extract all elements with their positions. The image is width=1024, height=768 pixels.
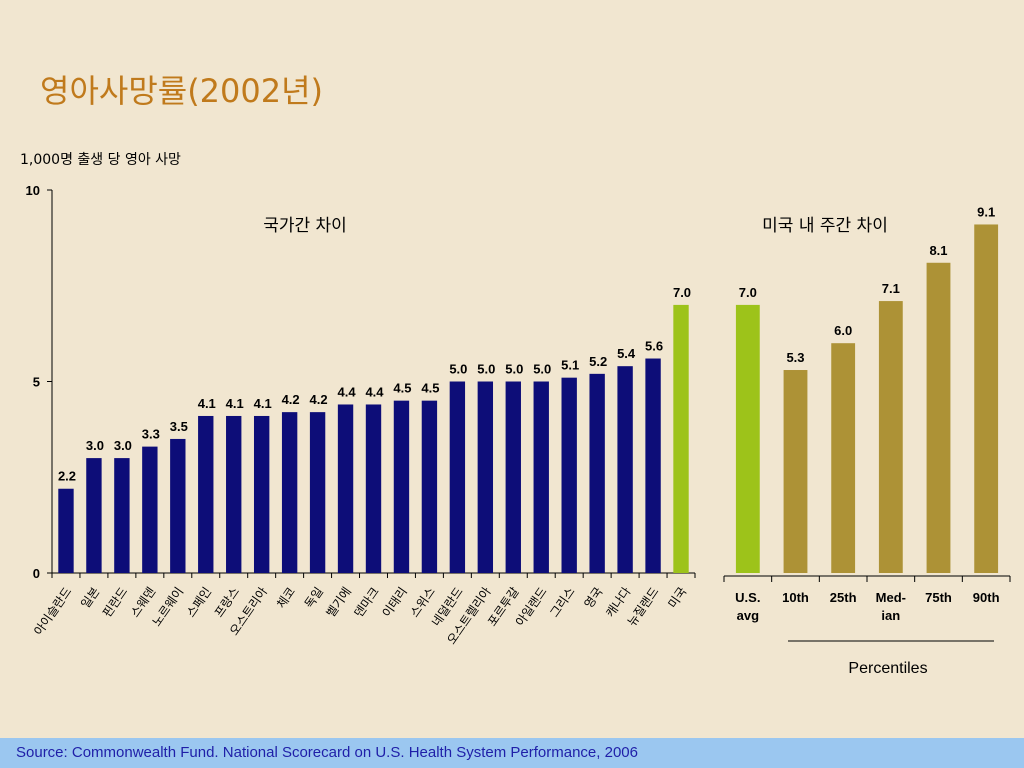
- country-bar: [86, 458, 102, 573]
- bar-value-label: 4.1: [254, 396, 272, 411]
- country-label: 덴마크: [351, 585, 381, 620]
- bar-value-label: 9.1: [977, 204, 995, 219]
- bar-value-label: 5.0: [533, 362, 551, 377]
- country-bar: [477, 381, 494, 573]
- country-label: 아이슬란드: [31, 585, 74, 638]
- bar-value-label: 2.2: [58, 469, 76, 484]
- state-subtitle: 미국 내 주간 차이: [762, 216, 888, 236]
- country-bar: [253, 415, 270, 573]
- country-bar: [58, 488, 74, 573]
- slide-title: 영아사망률(2002년): [40, 72, 324, 110]
- country-label: 미국: [665, 585, 689, 611]
- bar-value-label: 5.3: [786, 350, 804, 365]
- percentiles-label: Percentiles: [848, 660, 927, 677]
- y-tick-label: 10: [26, 183, 40, 198]
- country-label: 일본: [78, 585, 102, 611]
- country-bar: [645, 358, 661, 573]
- source-footer: Source: Commonwealth Fund. National Scor…: [0, 738, 1024, 768]
- country-label: 이태리: [379, 585, 409, 620]
- country-bar: [561, 377, 577, 573]
- bar-value-label: 5.2: [589, 354, 607, 369]
- country-label: 핀란드: [100, 585, 130, 620]
- bar-value-label: 5.0: [449, 362, 467, 377]
- percentile-bar: [783, 370, 808, 573]
- bar-value-label: 5.0: [477, 362, 495, 377]
- bar-value-label: 4.1: [198, 396, 216, 411]
- percentile-bar: [974, 224, 999, 573]
- percentile-category-label: Med-: [876, 590, 906, 605]
- bar-value-label: 4.1: [226, 396, 244, 411]
- bar-value-label: 4.4: [365, 384, 384, 399]
- country-bar: [505, 381, 521, 573]
- percentile-category-label: avg: [737, 608, 759, 623]
- bar-value-label: 6.0: [834, 323, 852, 338]
- country-label: 독일: [302, 585, 326, 611]
- y-axis-label: 1,000명 출생 당 영아 사망: [20, 152, 181, 168]
- percentile-bar: [735, 304, 760, 573]
- bar-value-label: 7.1: [882, 281, 900, 296]
- country-bar: [617, 366, 633, 573]
- international-subtitle: 국가간 차이: [263, 216, 347, 236]
- country-bar: [393, 400, 410, 573]
- bar-value-label: 3.3: [142, 427, 160, 442]
- bar-value-label: 5.4: [617, 346, 636, 361]
- percentile-category-label: 25th: [830, 590, 857, 605]
- bar-value-label: 4.5: [393, 381, 411, 396]
- bar-value-label: 4.4: [338, 384, 357, 399]
- bar-value-label: 3.5: [170, 419, 188, 434]
- country-bar: [281, 412, 298, 573]
- percentile-category-label: U.S.: [735, 590, 760, 605]
- country-bar: [170, 438, 186, 573]
- percentile-bar: [878, 301, 903, 573]
- bar-value-label: 4.5: [421, 381, 439, 396]
- bar-value-label: 3.0: [86, 438, 104, 453]
- bar-value-label: 8.1: [929, 243, 947, 258]
- bar-value-label: 4.2: [310, 392, 328, 407]
- percentile-bar: [926, 262, 951, 573]
- country-bar: [365, 404, 382, 573]
- country-label: 체코: [274, 585, 298, 611]
- y-tick-label: 0: [33, 566, 40, 581]
- bar-value-label: 7.0: [739, 285, 757, 300]
- bar-value-label: 7.0: [673, 285, 691, 300]
- country-bar: [309, 412, 326, 573]
- percentile-bar: [831, 343, 856, 573]
- country-bar: [673, 304, 689, 573]
- country-bar: [198, 415, 214, 573]
- country-bar: [589, 373, 605, 573]
- percentile-category-label: 75th: [925, 590, 952, 605]
- country-bar: [337, 404, 354, 573]
- country-bar: [449, 381, 466, 573]
- country-label: 벨기에: [324, 585, 354, 620]
- country-label: 영국: [581, 585, 605, 611]
- country-bar: [421, 400, 438, 573]
- country-bar: [226, 415, 242, 573]
- country-bar: [533, 381, 549, 573]
- country-bar: [142, 446, 158, 573]
- percentile-category-label: 90th: [973, 590, 1000, 605]
- y-tick-label: 5: [33, 375, 40, 390]
- country-label: 스페인: [184, 585, 214, 620]
- percentile-category-label: ian: [881, 608, 900, 623]
- country-label: 그리스: [547, 585, 577, 620]
- bar-value-label: 4.2: [282, 392, 300, 407]
- country-bar: [114, 458, 130, 573]
- percentile-category-label: 10th: [782, 590, 809, 605]
- bar-value-label: 5.6: [645, 339, 663, 354]
- bar-value-label: 5.0: [505, 362, 523, 377]
- bar-value-label: 5.1: [561, 358, 579, 373]
- source-text: Source: Commonwealth Fund. National Scor…: [16, 744, 638, 761]
- bar-value-label: 3.0: [114, 438, 132, 453]
